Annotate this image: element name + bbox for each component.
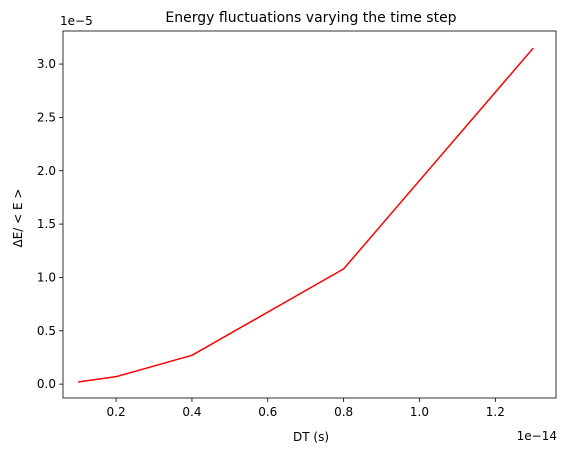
plot-area-frame [62,30,557,399]
x-tick-label: 1.0 [410,405,429,419]
y-tick-label: 1.5 [37,217,56,231]
x-axis-label: DT (s) [293,430,329,444]
x-axis-offset-label: 1e−14 [517,429,557,443]
y-axis-label: ΔE/ < E > [11,189,25,248]
axes-layer [62,30,557,399]
y-axis-offset-label: 1e−5 [60,14,93,28]
ticks-layer: 0.2 0.4 0.6 0.8 1.0 1.2 0.0 0.5 1.0 1.5 2.0 2.5 3.0 [37,57,505,419]
chart-title: Energy fluctuations varying the time ste… [165,10,456,26]
y-tick-label: 1.0 [37,270,56,284]
series-line [78,47,534,383]
y-tick-label: 3.0 [37,57,56,71]
x-tick-label: 0.6 [258,405,277,419]
x-tick-label: 0.4 [182,405,201,419]
series-layer [78,47,534,383]
y-tick-label: 0.0 [37,377,56,391]
x-tick-label: 0.8 [334,405,353,419]
y-tick-label: 2.0 [37,164,56,178]
y-tick-label: 0.5 [37,324,56,338]
x-tick-label: 0.2 [107,405,126,419]
x-tick-label: 1.2 [486,405,505,419]
y-tick-label: 2.5 [37,110,56,124]
